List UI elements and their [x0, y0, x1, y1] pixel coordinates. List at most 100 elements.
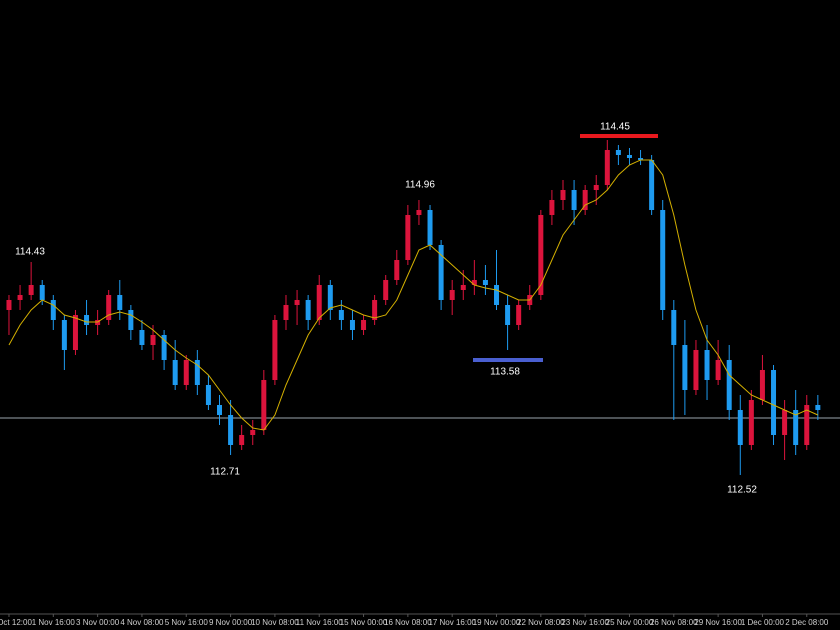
candle-body: [261, 380, 267, 430]
candle-body: [128, 310, 134, 330]
candle-body: [283, 305, 289, 320]
candle-body: [538, 215, 544, 295]
candle-body: [272, 320, 278, 380]
candle-body: [183, 360, 189, 385]
candle-body: [471, 280, 477, 285]
candle-body: [582, 190, 588, 210]
candle-body: [804, 405, 810, 445]
candle-body: [693, 350, 699, 390]
candle-body: [139, 330, 145, 345]
x-tick-label: 22 Nov 08:00: [517, 618, 565, 627]
x-tick-label: 3 Nov 00:00: [76, 618, 120, 627]
candle-body: [505, 305, 511, 325]
candle-body: [305, 300, 311, 320]
x-tick-label: 17 Nov 16:00: [428, 618, 476, 627]
candle-body: [649, 160, 655, 210]
candle-body: [782, 410, 788, 435]
candle-body: [228, 415, 234, 445]
x-tick-label: 1 Nov 16:00: [32, 618, 76, 627]
candle-body: [349, 320, 355, 330]
candle-body: [327, 285, 333, 310]
candle-body: [704, 350, 710, 380]
candle-body: [748, 400, 754, 445]
candle-body: [316, 285, 322, 320]
candle-body: [759, 370, 765, 400]
candle-body: [615, 150, 621, 155]
candle-body: [28, 285, 34, 295]
candle-body: [239, 435, 245, 445]
candle-body: [172, 360, 178, 385]
candle-body: [771, 370, 777, 435]
x-tick-label: 4 Nov 08:00: [120, 618, 164, 627]
candle-body: [482, 280, 488, 285]
candle-body: [571, 190, 577, 210]
candle-body: [405, 215, 411, 260]
x-tick-label: 29 Oct 12:00: [0, 618, 32, 627]
price-annotation: 114.96: [405, 180, 435, 191]
x-tick-label: 9 Nov 00:00: [209, 618, 253, 627]
candle-body: [394, 260, 400, 280]
candle-body: [438, 245, 444, 300]
candle-body: [682, 345, 688, 390]
candle-body: [294, 300, 300, 305]
candle-body: [338, 310, 344, 320]
price-annotation: 114.45: [600, 122, 630, 133]
price-annotation: 112.71: [210, 467, 240, 478]
candle-body: [161, 335, 167, 360]
candle-body: [815, 405, 821, 410]
x-tick-label: 2 Dec 08:00: [785, 618, 829, 627]
candle-body: [72, 315, 78, 350]
x-tick-label: 5 Nov 16:00: [165, 618, 209, 627]
x-tick-label: 29 Nov 16:00: [694, 618, 742, 627]
candle-body: [793, 410, 799, 445]
candle-body: [660, 210, 666, 310]
x-tick-label: 1 Dec 00:00: [741, 618, 785, 627]
candle-body: [383, 280, 389, 300]
candle-body: [84, 315, 90, 325]
candle-body: [516, 305, 522, 325]
candle-body: [604, 150, 610, 185]
moving-average: [8, 159, 819, 431]
x-tick-label: 15 Nov 00:00: [340, 618, 388, 627]
price-annotation: 114.43: [15, 247, 45, 258]
x-tick-label: 11 Nov 16:00: [296, 618, 344, 627]
candle-body: [560, 190, 566, 200]
candle-body: [150, 335, 156, 345]
candle-body: [416, 210, 422, 215]
candle-body: [449, 290, 455, 300]
price-annotation: 112.52: [727, 485, 757, 496]
candle-body: [117, 295, 123, 310]
high-marker: [580, 134, 658, 138]
x-tick-label: 19 Nov 00:00: [473, 618, 521, 627]
candle-body: [494, 285, 500, 305]
candle-body: [460, 285, 466, 290]
candle-body: [39, 285, 45, 300]
candle-body: [61, 320, 67, 350]
candle-body: [726, 360, 732, 410]
candle-body: [361, 320, 367, 330]
candle-body: [671, 310, 677, 345]
price-annotation: 113.58: [490, 367, 520, 378]
x-tick-label: 10 Nov 08:00: [251, 618, 299, 627]
candle-body: [638, 158, 644, 160]
candle-body: [737, 410, 743, 445]
x-tick-label: 16 Nov 08:00: [384, 618, 432, 627]
candle-body: [549, 200, 555, 215]
candle-body: [626, 155, 632, 158]
x-tick-label: 25 Nov 00:00: [606, 618, 654, 627]
low-marker: [473, 358, 543, 362]
candle-body: [715, 360, 721, 380]
candle-body: [217, 405, 223, 415]
x-tick-label: 26 Nov 08:00: [650, 618, 698, 627]
candle-body: [106, 295, 112, 320]
candle-body: [372, 300, 378, 320]
candle-body: [205, 385, 211, 405]
candle-body: [427, 210, 433, 245]
candle-body: [250, 430, 256, 435]
candle-body: [194, 360, 200, 385]
x-tick-label: 23 Nov 16:00: [561, 618, 609, 627]
candle-body: [50, 300, 56, 320]
candle-body: [593, 185, 599, 190]
candle-body: [6, 300, 12, 310]
